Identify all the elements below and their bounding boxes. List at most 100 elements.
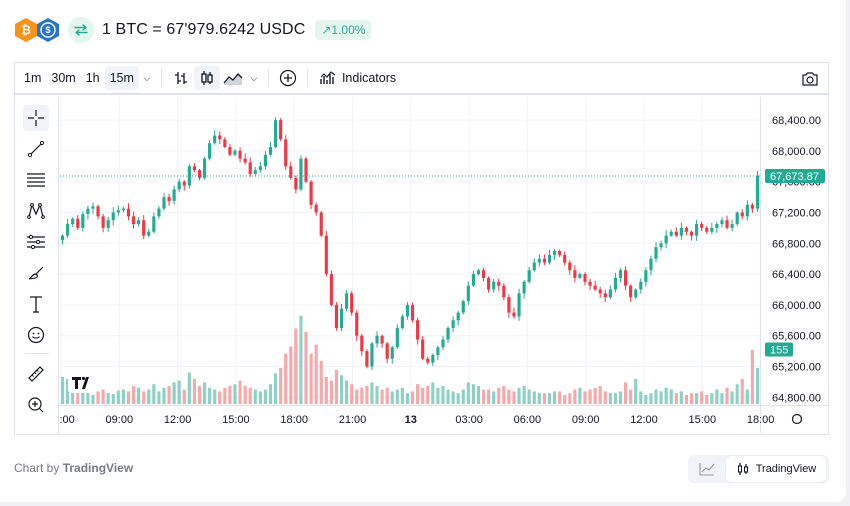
axis-settings-icon[interactable] [791, 413, 803, 425]
candle-body[interactable] [253, 170, 257, 174]
candle-body[interactable] [345, 293, 349, 309]
candle-body[interactable] [522, 281, 526, 294]
candle-body[interactable] [740, 212, 744, 217]
indicators-button[interactable]: Indicators [314, 71, 402, 85]
candle-body[interactable] [126, 208, 131, 217]
candle-body[interactable] [451, 320, 455, 328]
candle-body[interactable] [603, 293, 607, 298]
candle-body[interactable] [649, 258, 653, 271]
candle-body[interactable] [613, 277, 618, 290]
forecast-tool-icon[interactable] [23, 229, 49, 255]
candle-body[interactable] [695, 224, 699, 236]
candle-body[interactable] [121, 208, 125, 211]
candle-body[interactable] [380, 335, 384, 344]
candle-body[interactable] [106, 220, 110, 228]
candle-body[interactable] [446, 328, 450, 340]
candle-body[interactable] [76, 218, 80, 228]
candle-body[interactable] [639, 281, 643, 290]
candle-body[interactable] [350, 293, 354, 313]
candle-body[interactable] [243, 158, 247, 163]
candle-body[interactable] [416, 320, 420, 340]
candle-body[interactable] [664, 235, 668, 244]
candle-body[interactable] [421, 339, 425, 359]
candle-body[interactable] [248, 162, 252, 174]
candle-body[interactable] [268, 147, 273, 155]
candle-body[interactable] [228, 147, 232, 155]
interval-chevron-down-icon[interactable]: ⌵ [143, 72, 151, 83]
zoom-in-icon[interactable] [23, 392, 49, 418]
candle-body[interactable] [527, 270, 531, 282]
candle-body[interactable] [197, 170, 202, 178]
candle-body[interactable] [512, 312, 516, 317]
candle-body[interactable] [492, 281, 496, 290]
candle-body[interactable] [294, 177, 298, 190]
candle-body[interactable] [476, 270, 481, 275]
candle-body[interactable] [258, 166, 262, 171]
candle-body[interactable] [608, 289, 612, 298]
candle-body[interactable] [441, 339, 445, 348]
candle-body[interactable] [497, 281, 501, 286]
attribution-brand[interactable]: TradingView [62, 461, 134, 475]
candle-body[interactable] [644, 270, 648, 282]
candle-body[interactable] [172, 189, 176, 201]
candle-body[interactable] [162, 197, 166, 209]
candle-body[interactable] [755, 175, 760, 209]
candle-body[interactable] [223, 139, 227, 148]
candle-body[interactable] [375, 335, 379, 344]
candle-body[interactable] [86, 208, 90, 215]
candle-body[interactable] [583, 274, 587, 282]
candle-body[interactable] [750, 204, 754, 209]
candle-body[interactable] [142, 220, 146, 236]
candle-body[interactable] [405, 304, 410, 317]
candle-body[interactable] [634, 289, 638, 298]
candle-body[interactable] [218, 135, 222, 140]
candle-body[interactable] [456, 312, 460, 321]
candle-body[interactable] [684, 227, 689, 232]
crosshair-icon[interactable] [23, 105, 49, 131]
candle-body[interactable] [314, 204, 318, 213]
candle-body[interactable] [111, 212, 115, 221]
candle-body[interactable] [674, 231, 678, 236]
candle-body[interactable] [147, 231, 151, 236]
candle-body[interactable] [309, 181, 313, 205]
compare-add-icon[interactable] [275, 66, 301, 90]
candle-body[interactable] [233, 150, 237, 155]
candle-body[interactable] [679, 227, 683, 236]
candle-body[interactable] [81, 214, 85, 228]
candle-body[interactable] [593, 285, 597, 290]
candle-body[interactable] [355, 312, 359, 336]
candle-body[interactable] [192, 166, 196, 171]
candle-body[interactable] [669, 231, 673, 236]
bar-chart-type-icon[interactable] [168, 66, 194, 90]
candle-body[interactable] [96, 206, 100, 217]
candle-body[interactable] [279, 120, 283, 140]
text-tool-icon[interactable] [23, 291, 49, 317]
candle-body[interactable] [547, 254, 552, 263]
candle-body[interactable] [284, 139, 288, 167]
candle-body[interactable] [624, 270, 628, 286]
candle-body[interactable] [436, 347, 440, 355]
candle-body[interactable] [101, 216, 105, 228]
candle-body[interactable] [471, 274, 475, 286]
tradingview-chart-toggle[interactable]: TradingView [726, 456, 826, 482]
interval-15m[interactable]: 15m [104, 66, 139, 90]
candle-body[interactable] [710, 227, 714, 232]
candle-body[interactable] [730, 224, 734, 228]
candle-body[interactable] [725, 220, 729, 228]
trend-line-icon[interactable] [23, 136, 49, 162]
candle-body[interactable] [431, 354, 435, 363]
candle-body[interactable] [659, 243, 663, 248]
candle-body[interactable] [745, 204, 749, 217]
candle-body[interactable] [558, 251, 562, 255]
candle-body[interactable] [131, 216, 136, 225]
candle-body[interactable] [481, 270, 486, 278]
candle-body[interactable] [208, 143, 212, 159]
candle-body[interactable] [426, 358, 430, 363]
candle-body[interactable] [735, 212, 739, 225]
ruler-icon[interactable] [23, 361, 49, 387]
candle-body[interactable] [365, 351, 369, 367]
candle-body[interactable] [542, 258, 546, 263]
candle-body[interactable] [487, 277, 491, 290]
interval-1h[interactable]: 1h [85, 71, 100, 85]
candle-body[interactable] [274, 120, 278, 148]
